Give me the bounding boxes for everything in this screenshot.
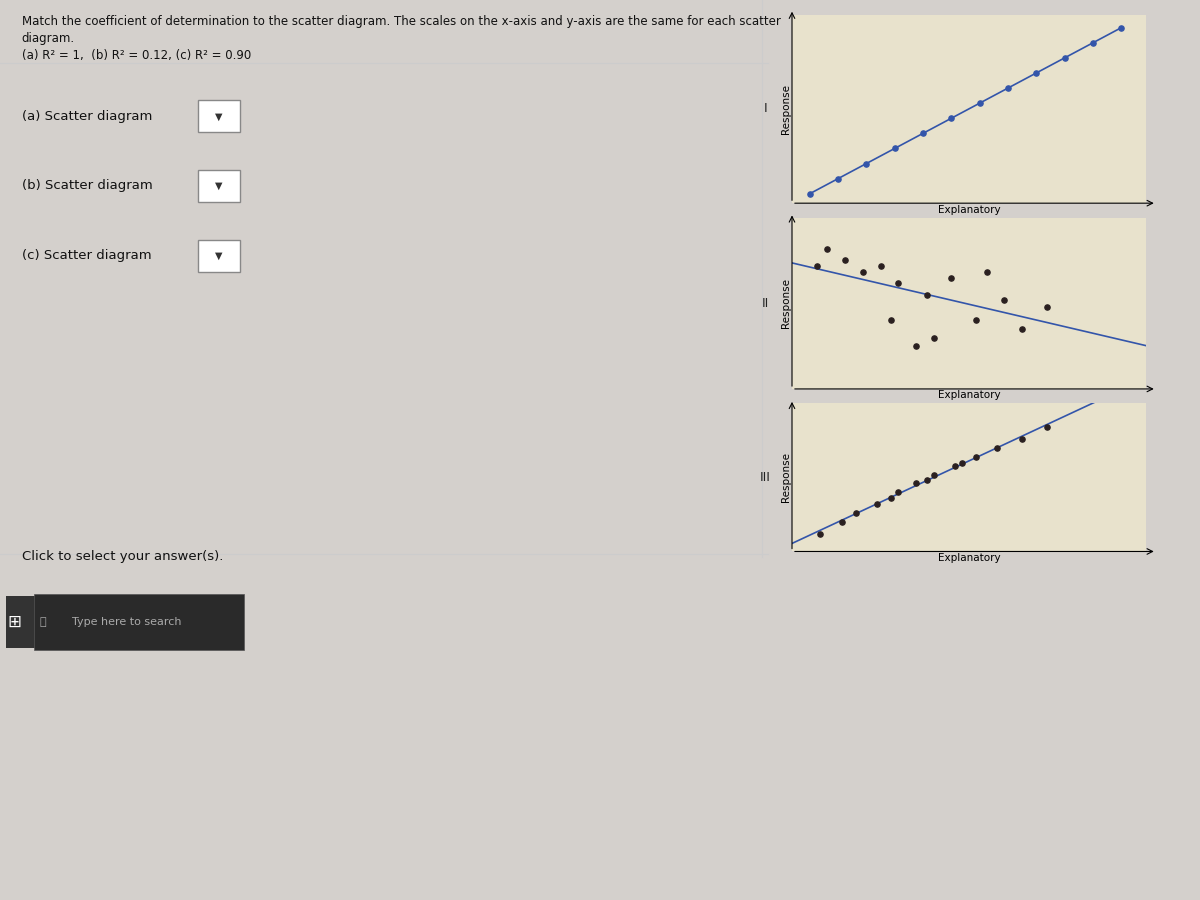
Text: Click to select your answer(s).: Click to select your answer(s). — [22, 550, 223, 563]
Text: III: III — [760, 471, 772, 484]
Point — [942, 270, 961, 284]
Point — [808, 258, 827, 273]
Point — [924, 330, 943, 345]
Point — [871, 258, 890, 273]
Text: (a) Scatter diagram: (a) Scatter diagram — [22, 110, 152, 122]
Point — [888, 485, 908, 500]
Point — [1013, 322, 1032, 337]
Point — [1084, 36, 1103, 50]
Point — [811, 526, 830, 541]
Point — [853, 266, 872, 280]
Text: 🔍: 🔍 — [40, 616, 47, 627]
Point — [888, 275, 908, 290]
Point — [906, 476, 925, 491]
X-axis label: Explanatory: Explanatory — [937, 391, 1001, 401]
Bar — [6, 596, 36, 648]
Point — [818, 241, 838, 256]
Point — [946, 458, 965, 473]
X-axis label: Explanatory: Explanatory — [937, 204, 1001, 214]
FancyBboxPatch shape — [198, 239, 240, 272]
Text: Type here to search: Type here to search — [72, 616, 181, 627]
Point — [886, 141, 905, 156]
Point — [868, 497, 887, 511]
FancyBboxPatch shape — [198, 101, 240, 132]
Point — [1013, 432, 1032, 446]
Point — [882, 491, 901, 506]
Point — [917, 473, 936, 488]
Point — [1055, 50, 1074, 65]
Point — [828, 171, 847, 185]
Point — [924, 467, 943, 482]
Text: Match the coefficient of determination to the scatter diagram. The scales on the: Match the coefficient of determination t… — [22, 14, 780, 28]
Y-axis label: Response: Response — [781, 453, 791, 502]
Point — [1027, 66, 1046, 80]
Text: (c) Scatter diagram: (c) Scatter diagram — [22, 249, 151, 262]
Point — [966, 449, 985, 464]
Text: diagram.: diagram. — [22, 32, 74, 45]
Point — [882, 313, 901, 328]
Point — [995, 292, 1014, 307]
X-axis label: Explanatory: Explanatory — [937, 553, 1001, 562]
Point — [846, 506, 865, 520]
Text: ▼: ▼ — [215, 112, 223, 122]
Point — [917, 287, 936, 302]
FancyBboxPatch shape — [198, 170, 240, 202]
Text: ⊞: ⊞ — [7, 613, 22, 631]
Point — [1037, 300, 1056, 314]
Text: (a) R² = 1,  (b) R² = 0.12, (c) R² = 0.90: (a) R² = 1, (b) R² = 0.12, (c) R² = 0.90 — [22, 50, 251, 62]
Text: I: I — [763, 103, 768, 115]
Point — [953, 455, 972, 470]
Point — [835, 253, 854, 267]
Point — [988, 441, 1007, 455]
Point — [970, 96, 989, 111]
Point — [942, 111, 961, 125]
Point — [832, 515, 851, 529]
Point — [800, 186, 820, 201]
FancyBboxPatch shape — [34, 594, 244, 650]
Point — [1037, 420, 1056, 435]
Point — [1111, 21, 1130, 35]
Point — [966, 313, 985, 328]
Text: ▼: ▼ — [215, 181, 223, 191]
Text: (b) Scatter diagram: (b) Scatter diagram — [22, 179, 152, 193]
Point — [913, 126, 932, 140]
Y-axis label: Response: Response — [781, 278, 791, 328]
Text: ▼: ▼ — [215, 251, 223, 261]
Point — [998, 81, 1018, 95]
Y-axis label: Response: Response — [781, 84, 791, 134]
Point — [906, 339, 925, 354]
Point — [857, 157, 876, 171]
Point — [977, 266, 996, 280]
Text: II: II — [762, 297, 769, 310]
